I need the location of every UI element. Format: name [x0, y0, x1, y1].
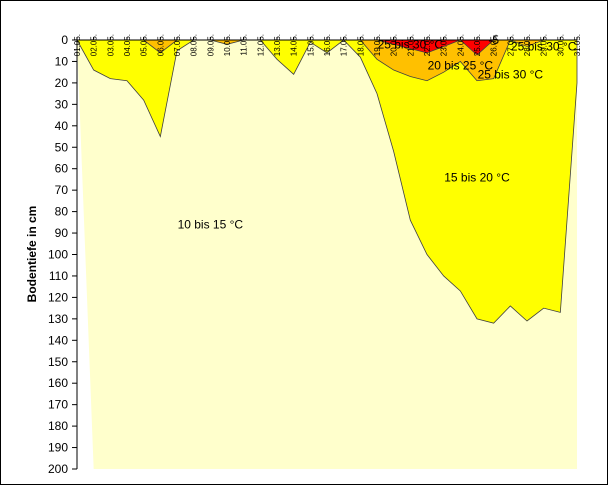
x-tick-label: 28.05. [523, 34, 532, 56]
x-tick-label: 11.05. [240, 34, 249, 56]
y-tick-label: 150 [48, 355, 68, 369]
y-tick-label: 60 [55, 162, 69, 176]
region-label-fragment: -5 [488, 33, 499, 47]
x-tick-label: 23.05. [440, 34, 449, 56]
x-tick-label: 30.05. [556, 34, 565, 56]
x-tick-label: 07.05. [173, 34, 182, 56]
x-tick-label: 02.05. [90, 34, 99, 56]
region-label: 10 bis 15 °C [178, 217, 244, 231]
y-tick-label: 170 [48, 398, 68, 412]
x-tick-label: 22.05. [423, 34, 432, 56]
x-tick-label: 15.05. [306, 34, 315, 56]
x-tick-label: 03.05. [106, 34, 115, 56]
x-tick-label: 04.05. [123, 34, 132, 56]
y-tick-label: 110 [49, 269, 68, 283]
y-tick-label: 80 [55, 205, 69, 219]
x-tick-label: 29.05. [540, 34, 549, 56]
y-tick-label: 190 [48, 441, 68, 455]
y-tick-label: 100 [48, 248, 68, 262]
x-tick-label: 13.05. [273, 34, 282, 56]
x-tick-label: 19.05. [373, 34, 382, 56]
y-tick-label: 40 [55, 119, 69, 133]
x-tick-label: 12.05. [256, 34, 265, 56]
y-tick-label: 160 [48, 376, 68, 390]
y-tick-label: 130 [48, 312, 68, 326]
x-tick-label: 14.05. [290, 34, 299, 56]
region-label: 25 bis 30 °C [378, 37, 444, 51]
x-tick-label: 25.05. [473, 34, 482, 56]
x-tick-label: 10.05. [223, 34, 232, 56]
x-tick-label: 27.05. [506, 34, 515, 56]
x-tick-label: 31.05. [573, 34, 582, 56]
x-tick-label: 21.05. [406, 34, 415, 56]
region-label: 20 bis 25 °C [428, 59, 494, 73]
y-tick-label: 20 [55, 76, 69, 90]
y-tick-label: 200 [48, 462, 68, 476]
y-tick-label: 10 [55, 54, 69, 68]
y-tick-label: 90 [55, 226, 69, 240]
y-tick-label: 0 [61, 33, 68, 47]
x-tick-label: 17.05. [340, 34, 349, 56]
region-label: 25 bis 30 °C [478, 67, 544, 81]
y-tick-label: 180 [48, 419, 68, 433]
x-tick-label: 20.05. [390, 34, 399, 56]
y-axis-title: Bodentiefe in cm [25, 206, 39, 303]
region-label: 15 bis 20 °C [444, 170, 510, 184]
x-tick-label: 01.05. [73, 34, 82, 56]
x-tick-label: 24.05. [456, 34, 465, 56]
y-tick-label: 30 [55, 97, 69, 111]
x-tick-label: 09.05. [206, 34, 215, 56]
y-tick-label: 70 [55, 183, 69, 197]
x-tick-label: 06.05. [156, 34, 165, 56]
region-label-fragment: 25 bis 30 °C [511, 39, 577, 53]
y-tick-label: 140 [48, 333, 68, 347]
x-tick-label: 05.05. [140, 34, 149, 56]
x-tick-label: 08.05. [190, 34, 199, 56]
x-tick-label: 26.05. [490, 34, 499, 56]
y-tick-label: 50 [55, 140, 69, 154]
x-tick-label: 16.05. [323, 34, 332, 56]
y-tick-label: 120 [48, 290, 68, 304]
x-tick-label: 18.05. [356, 34, 365, 56]
